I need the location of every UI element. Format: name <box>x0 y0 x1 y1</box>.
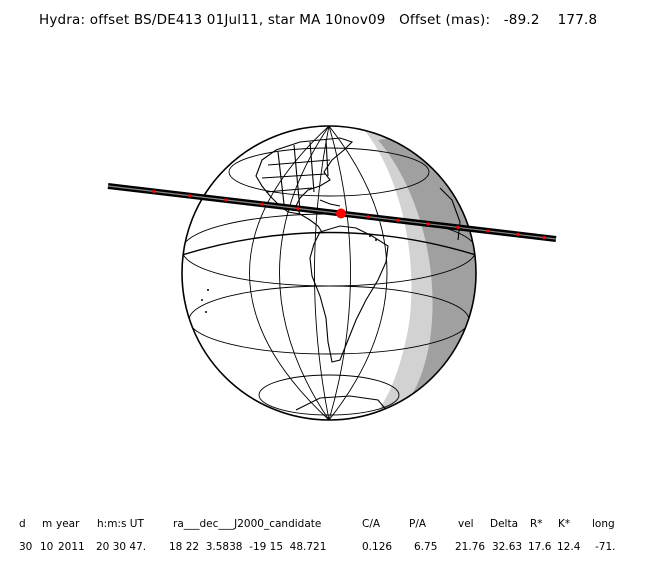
longitude-lines <box>249 126 388 420</box>
value-time: 20 30 47. <box>96 541 147 553</box>
col-header-rstar: R* <box>530 518 543 530</box>
value-pa: 6.75 <box>414 541 438 553</box>
value-long: -71. <box>595 541 616 553</box>
value-d: 30 <box>19 541 33 553</box>
col-header-delta: Delta <box>490 518 519 530</box>
col-header-radec: ra___dec___J2000_candidate <box>173 518 322 530</box>
islands <box>201 235 377 313</box>
col-header-m: m <box>42 518 53 530</box>
value-vel: 21.76 <box>455 541 486 553</box>
africa-edge <box>439 187 461 241</box>
night-region <box>378 126 476 415</box>
plot-title: Hydra: offset BS/DE413 01Jul11, star MA … <box>39 12 598 28</box>
closest-approach-marker <box>336 208 346 219</box>
col-header-year: year <box>56 518 80 530</box>
occultation-track <box>107 183 557 242</box>
value-year: 2011 <box>58 541 85 553</box>
value-delta: 32.63 <box>492 541 523 553</box>
antarctica <box>295 395 389 413</box>
col-header-kstar: K* <box>558 518 571 530</box>
col-header-time: h:m:s UT <box>97 518 144 530</box>
value-rstar: 17.6 <box>528 541 552 553</box>
col-header-ca: C/A <box>362 518 381 530</box>
equator-line <box>182 231 476 256</box>
globe-outline <box>181 125 477 421</box>
track-time-marks <box>152 189 546 240</box>
col-header-vel: vel <box>458 518 474 530</box>
south-america <box>309 225 389 363</box>
col-header-pa: P/A <box>409 518 427 530</box>
col-header-long: long <box>592 518 615 530</box>
value-kstar: 12.4 <box>557 541 581 553</box>
value-ca: 0.126 <box>362 541 393 553</box>
north-america <box>255 137 354 215</box>
value-m: 10 <box>40 541 54 553</box>
value-radec: 18 22 3.5838 -19 15 48.721 <box>169 541 327 553</box>
col-header-d: d <box>19 518 26 530</box>
